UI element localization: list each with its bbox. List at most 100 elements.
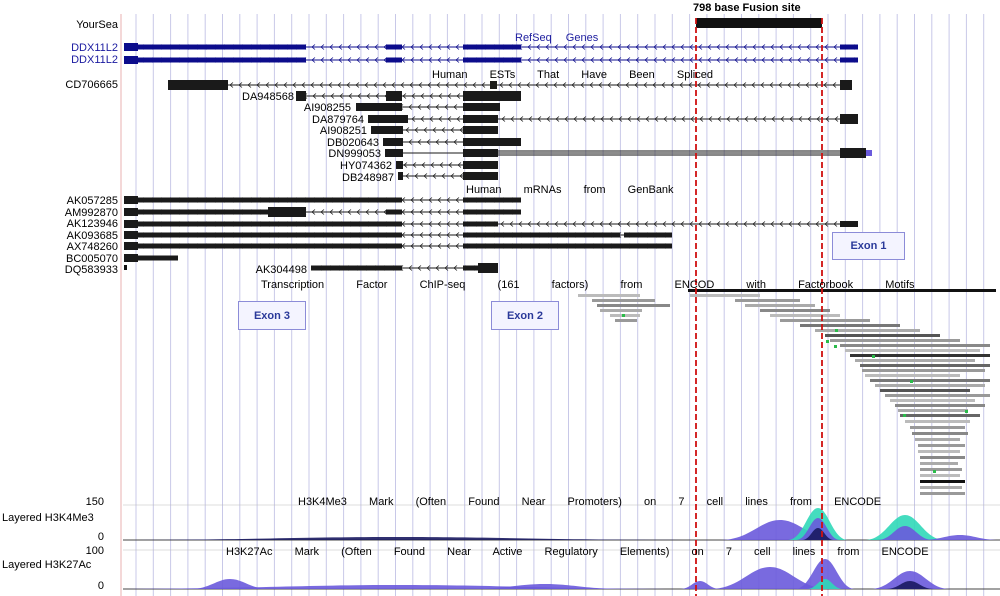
mrna-label[interactable]: DQ583933: [64, 264, 118, 276]
exon-2-box[interactable]: Exon 2: [491, 301, 559, 330]
est-label[interactable]: DB020643: [327, 137, 379, 149]
h3k4me3-track-label[interactable]: Layered H3K4Me3: [2, 512, 94, 524]
refseq-gene-2-strand-arrow: [347, 57, 352, 63]
gene-label-ddx11l2-2[interactable]: DDX11L2: [71, 54, 118, 66]
mrna-ak123946-strand-arrow: [590, 221, 595, 227]
mrna-ak123946-strand-arrow: [689, 221, 694, 227]
est-db248987-strand-arrow: [414, 173, 419, 179]
est-ai908255-strand-arrow: [453, 104, 458, 110]
est-cd706665-strand-arrow: [643, 82, 648, 88]
refseq-gene-2-strand-arrow: [824, 57, 829, 63]
mrna-ak123946-strand-arrow: [554, 221, 559, 227]
est-label[interactable]: DB248987: [342, 172, 394, 184]
h3k27ac-track-label[interactable]: Layered H3K27Ac: [2, 559, 92, 571]
est-hy074362-strand-arrow: [421, 162, 426, 168]
est-cd706665-strand-arrow: [580, 82, 585, 88]
mrna-ak123946-strand-arrow: [428, 221, 433, 227]
mrna-ak123946-strand-arrow: [716, 221, 721, 227]
mrna-ak123946-strand-arrow: [572, 221, 577, 227]
est-da879764-exon-block: [840, 114, 858, 124]
refseq-gene-1-strand-arrow: [311, 44, 316, 50]
est-cd706665-strand-arrow: [706, 82, 711, 88]
refseq-gene-1-strand-arrow: [572, 44, 577, 50]
refseq-gene-1-exon-block: [840, 44, 858, 50]
mrna-ak304498-exon-block: [463, 265, 478, 271]
mrna-label[interactable]: AK057285: [66, 195, 118, 207]
exon-3-box[interactable]: Exon 3: [238, 301, 306, 330]
refseq-gene-1-strand-arrow: [779, 44, 784, 50]
mrna-ak093685-strand-arrow: [410, 232, 415, 238]
mrna-label[interactable]: AM992870: [64, 207, 118, 219]
est-ai908255-strand-arrow: [435, 104, 440, 110]
mrna-label[interactable]: AK123946: [66, 218, 118, 230]
mrna-ax748260-exon-block: [138, 243, 402, 249]
refseq-gene-1-strand-arrow: [815, 44, 820, 50]
track-label-yoursea[interactable]: YourSea: [76, 19, 118, 31]
est-ai908255-exon-block: [356, 103, 402, 111]
refseq-gene-2-strand-arrow: [554, 57, 559, 63]
tf-motif-marker: [872, 355, 875, 358]
refseq-gene-2-strand-arrow: [527, 57, 532, 63]
mrna-ax748260-strand-arrow: [446, 243, 451, 249]
est-label[interactable]: DN999053: [328, 148, 381, 160]
est-cd706665-strand-arrow: [679, 82, 684, 88]
tf-peak-bar: [870, 379, 990, 382]
est-label[interactable]: AI908255: [303, 102, 351, 114]
refseq-gene-1-strand-arrow: [653, 44, 658, 50]
exon-1-box[interactable]: Exon 1: [832, 232, 905, 260]
refseq-gene-2-strand-arrow: [716, 57, 721, 63]
refseq-gene-2-strand-arrow: [743, 57, 748, 63]
mrna-ak123946-strand-arrow: [662, 221, 667, 227]
est-cd706665-strand-arrow: [328, 82, 333, 88]
tf-peak-bar: [875, 384, 985, 387]
est-da879764-strand-arrow: [780, 116, 785, 122]
tf-peak-bar: [920, 492, 965, 495]
mrna-am992870-strand-arrow: [437, 209, 442, 215]
refseq-gene-2-strand-arrow: [806, 57, 811, 63]
tf-peak-bar: [912, 432, 968, 435]
mrna-label[interactable]: BC005070: [66, 253, 118, 265]
mrna-label[interactable]: AK093685: [66, 230, 118, 242]
mrna-ak123946-strand-arrow: [635, 221, 640, 227]
refseq-gene-1-strand-arrow: [671, 44, 676, 50]
est-da879764-strand-arrow: [600, 116, 605, 122]
mrna-label[interactable]: AK304498: [255, 264, 307, 276]
tf-motif-marker: [622, 314, 625, 317]
mrna-am992870-strand-arrow: [311, 209, 316, 215]
est-cd706665-strand-arrow: [751, 82, 756, 88]
refseq-gene-1-strand-arrow: [716, 44, 721, 50]
mrna-ak057285-strand-arrow: [437, 197, 442, 203]
mrna-ak057285-exon-block: [138, 197, 402, 203]
mrna-am992870-strand-arrow: [374, 209, 379, 215]
est-label[interactable]: HY074362: [340, 160, 392, 172]
tf-peak-bar: [690, 294, 760, 297]
est-dn999053-exon-block: [463, 149, 498, 157]
est-hy074362-strand-arrow: [448, 162, 453, 168]
est-cd706665-exon-block: [490, 81, 497, 89]
est-cd706665-strand-arrow: [355, 82, 360, 88]
h3k27ac-signal-peak: [100, 585, 700, 589]
gene-label-ddx11l2-1[interactable]: DDX11L2: [71, 42, 118, 54]
est-cd706665-strand-arrow: [607, 82, 612, 88]
refseq-gene-2-strand-arrow: [698, 57, 703, 63]
est-da879764-strand-arrow: [771, 116, 776, 122]
mrna-am992870-strand-arrow: [455, 209, 460, 215]
est-label[interactable]: DA879764: [312, 114, 364, 126]
est-label[interactable]: DA948568: [242, 91, 294, 103]
est-hy074362-exon-block: [396, 161, 403, 169]
h3k27ac-signal-peak: [807, 579, 843, 589]
h3k27ac-track-title: H3K27Ac Mark (Often Found Near Active Re…: [226, 546, 929, 558]
est-label[interactable]: CD706665: [65, 79, 118, 91]
est-cd706665-strand-arrow: [661, 82, 666, 88]
est-hy074362-strand-arrow: [439, 162, 444, 168]
mrna-ak123946-strand-arrow: [761, 221, 766, 227]
est-da948568-strand-arrow: [375, 93, 380, 99]
refseq-gene-1-strand-arrow: [437, 44, 442, 50]
mrna-ak123946-strand-arrow: [671, 221, 676, 227]
est-da948568-strand-arrow: [420, 93, 425, 99]
tf-motif-marker: [910, 380, 913, 383]
est-label[interactable]: AI908251: [319, 125, 367, 137]
mrna-label[interactable]: AX748260: [66, 241, 118, 253]
mrna-ak123946-strand-arrow: [788, 221, 793, 227]
